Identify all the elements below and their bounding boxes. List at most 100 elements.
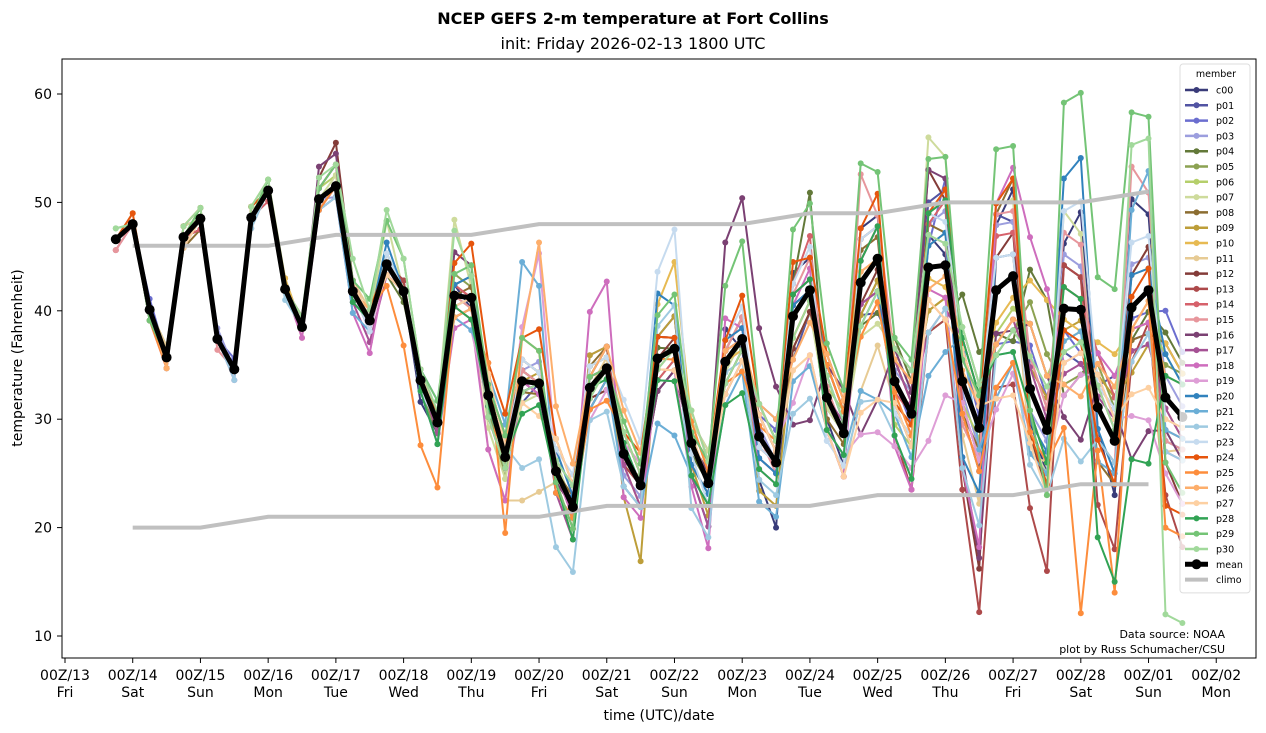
member-point [773,524,780,531]
member-point [1094,339,1101,346]
member-point [1077,230,1084,237]
member-point [502,410,509,417]
member-point [1094,371,1101,378]
member-point [1145,417,1152,424]
member-point [1060,99,1067,106]
member-point [976,381,983,388]
y-tick-label: 20 [34,521,52,537]
member-point [1077,350,1084,357]
member-point [451,216,458,223]
member-point [552,489,559,496]
plot-frame [61,58,1257,659]
legend-marker [1193,423,1200,430]
member-point [1128,293,1135,300]
x-tick-label-time: 00Z/14 [108,668,158,684]
member-point [722,402,729,409]
climo-lines [132,189,1149,530]
legend-marker [1193,209,1200,216]
member-point [603,397,610,404]
member-point [806,417,813,424]
member-point [857,160,864,167]
member-point [654,312,661,319]
legend-entry-climo: climo [1185,575,1242,586]
member-point [586,373,593,380]
legend-label: p23 [1216,437,1234,448]
legend-marker [1193,408,1200,415]
member-point [620,494,627,501]
x-tick-label-time: 00Z/18 [379,668,429,684]
legend-label: p20 [1216,392,1234,403]
legend-entry-p23: p23 [1185,437,1234,448]
mean-point [974,422,985,433]
member-point [1094,447,1101,454]
legend-label: p13 [1216,284,1234,295]
member-point [942,305,949,312]
member-point [756,476,763,483]
member-point [1077,274,1084,281]
x-tick-label-time: 00Z/01 [1124,668,1174,684]
mean-point [838,428,849,439]
x-tick-label-day: Sat [1069,685,1092,701]
x-tick-label-time: 00Z/15 [175,668,225,684]
member-point [400,277,407,284]
member-point [1145,135,1152,142]
member-point [1111,286,1118,293]
member-point [993,384,1000,391]
mean-point [720,356,731,367]
member-point [1128,239,1135,246]
legend-label: p17 [1216,346,1234,357]
mean-point [804,285,815,296]
member-point [654,420,661,427]
legend-entry-p01: p01 [1185,101,1234,112]
climo-low-line [132,482,1149,530]
legend-label: p26 [1216,483,1234,494]
member-point [1111,372,1118,379]
x-tick-label-time: 00Z/28 [1056,668,1106,684]
mean-point [466,292,477,303]
legend-entry-p11: p11 [1185,254,1234,265]
member-point [1060,175,1067,182]
legend-entry-p08: p08 [1185,208,1234,219]
member-point [908,367,915,374]
mean-point [398,286,409,297]
member-point [806,276,813,283]
member-point [1060,414,1067,421]
member-point [874,299,881,306]
member-point [502,497,509,504]
member-point [756,444,763,451]
member-point [536,282,543,289]
member-point [823,437,830,444]
member-point [637,558,644,565]
member-point [993,352,1000,359]
mean-point [1126,302,1137,313]
mean-point [1092,402,1103,413]
y-axis-label: temperature (Fahrenheit) [10,269,26,446]
legend-marker [1193,148,1200,155]
member-point [840,473,847,480]
member-point [434,441,441,448]
legend-entry-p25: p25 [1185,468,1234,479]
member-point [688,472,695,479]
legend-marker [1193,469,1200,476]
legend-entry-p27: p27 [1185,499,1234,510]
member-point [925,372,932,379]
legend-marker [1193,117,1200,124]
member-point [1077,371,1084,378]
member-point [705,545,712,552]
legend-label: p12 [1216,269,1234,280]
member-point [502,464,509,471]
legend-label: p09 [1216,223,1234,234]
mean-point [737,333,748,344]
member-point [857,398,864,405]
x-tick-label-day: Sat [595,685,618,701]
mean-point [517,376,528,387]
member-point [1128,141,1135,148]
legend-label: p06 [1216,177,1234,188]
legend-entry-mean: mean [1185,559,1243,571]
member-point [773,492,780,499]
mean-point [923,262,934,273]
member-point [840,451,847,458]
x-tick-label-time: 00Z/19 [446,668,496,684]
member-point [789,226,796,233]
member-point [569,460,576,467]
